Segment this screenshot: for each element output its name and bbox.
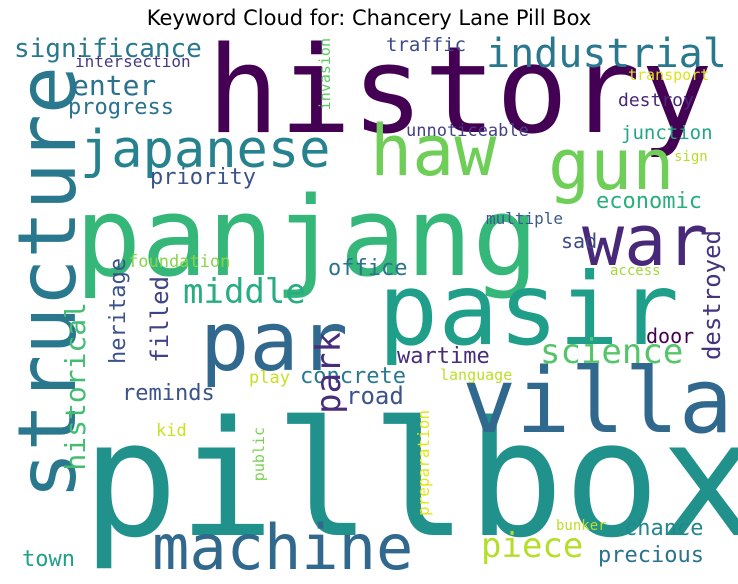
word-gun: gun bbox=[548, 124, 675, 206]
word-sign: sign bbox=[674, 149, 708, 165]
word-unnoticeable: unnoticeable bbox=[406, 121, 529, 141]
word-historical: historical bbox=[59, 302, 92, 471]
word-preparation: preparation bbox=[414, 410, 433, 516]
word-significance: significance bbox=[14, 34, 202, 64]
word-japanese: japanese bbox=[80, 120, 331, 180]
word-transport: transport bbox=[628, 66, 710, 84]
word-wartime: wartime bbox=[397, 344, 490, 369]
word-pasir: pasir bbox=[378, 251, 680, 368]
word-reminds: reminds bbox=[122, 381, 215, 406]
word-enter: enter bbox=[72, 69, 157, 102]
word-haw: haw bbox=[370, 110, 497, 192]
word-junction: junction bbox=[621, 122, 713, 144]
word-progress: progress bbox=[68, 95, 174, 120]
word-precious: precious bbox=[598, 543, 704, 568]
word-destroy: destroy bbox=[618, 90, 694, 111]
word-public: public bbox=[250, 427, 268, 482]
word-pillbox: pillbox bbox=[82, 386, 738, 573]
word-road: road bbox=[346, 382, 404, 410]
word-door: door bbox=[646, 324, 695, 348]
word-park: park bbox=[309, 332, 349, 414]
word-kid: kid bbox=[156, 421, 187, 441]
chart-title: Keyword Cloud for: Chancery Lane Pill Bo… bbox=[146, 6, 592, 30]
word-multiple: multiple bbox=[486, 209, 564, 228]
word-concrete: concrete bbox=[300, 364, 406, 389]
word-traffic: traffic bbox=[386, 34, 467, 56]
word-machine: machine bbox=[152, 511, 414, 584]
word-language: language bbox=[440, 366, 513, 384]
word-middle: middle bbox=[183, 272, 306, 312]
word-cloud: pillbox history panjang pasir structure … bbox=[0, 32, 738, 583]
word-play: play bbox=[249, 368, 290, 388]
word-access: access bbox=[610, 263, 661, 279]
word-war: war bbox=[582, 200, 709, 282]
word-par: par bbox=[200, 295, 349, 390]
word-panjang: panjang bbox=[75, 173, 539, 301]
word-economic: economic bbox=[596, 189, 702, 214]
word-piece: piece bbox=[481, 526, 584, 566]
word-industrial: industrial bbox=[486, 31, 727, 77]
word-filled: filled bbox=[146, 276, 174, 363]
word-villa: villa bbox=[462, 349, 733, 454]
word-office: office bbox=[328, 256, 408, 281]
word-invasion: invasion bbox=[316, 38, 334, 111]
word-science: science bbox=[540, 332, 684, 372]
word-history: history bbox=[207, 22, 713, 161]
word-destroyed: destroyed bbox=[698, 230, 726, 361]
word-bunker: bunker bbox=[556, 518, 607, 534]
word-priority: priority bbox=[150, 165, 256, 190]
word-heritage: heritage bbox=[106, 258, 131, 364]
word-town: town bbox=[22, 547, 75, 572]
word-intersection: intersection bbox=[75, 52, 191, 71]
word-foundation: foundation bbox=[128, 252, 231, 272]
word-sad: sad bbox=[561, 229, 598, 253]
word-chance: chance bbox=[624, 516, 704, 541]
